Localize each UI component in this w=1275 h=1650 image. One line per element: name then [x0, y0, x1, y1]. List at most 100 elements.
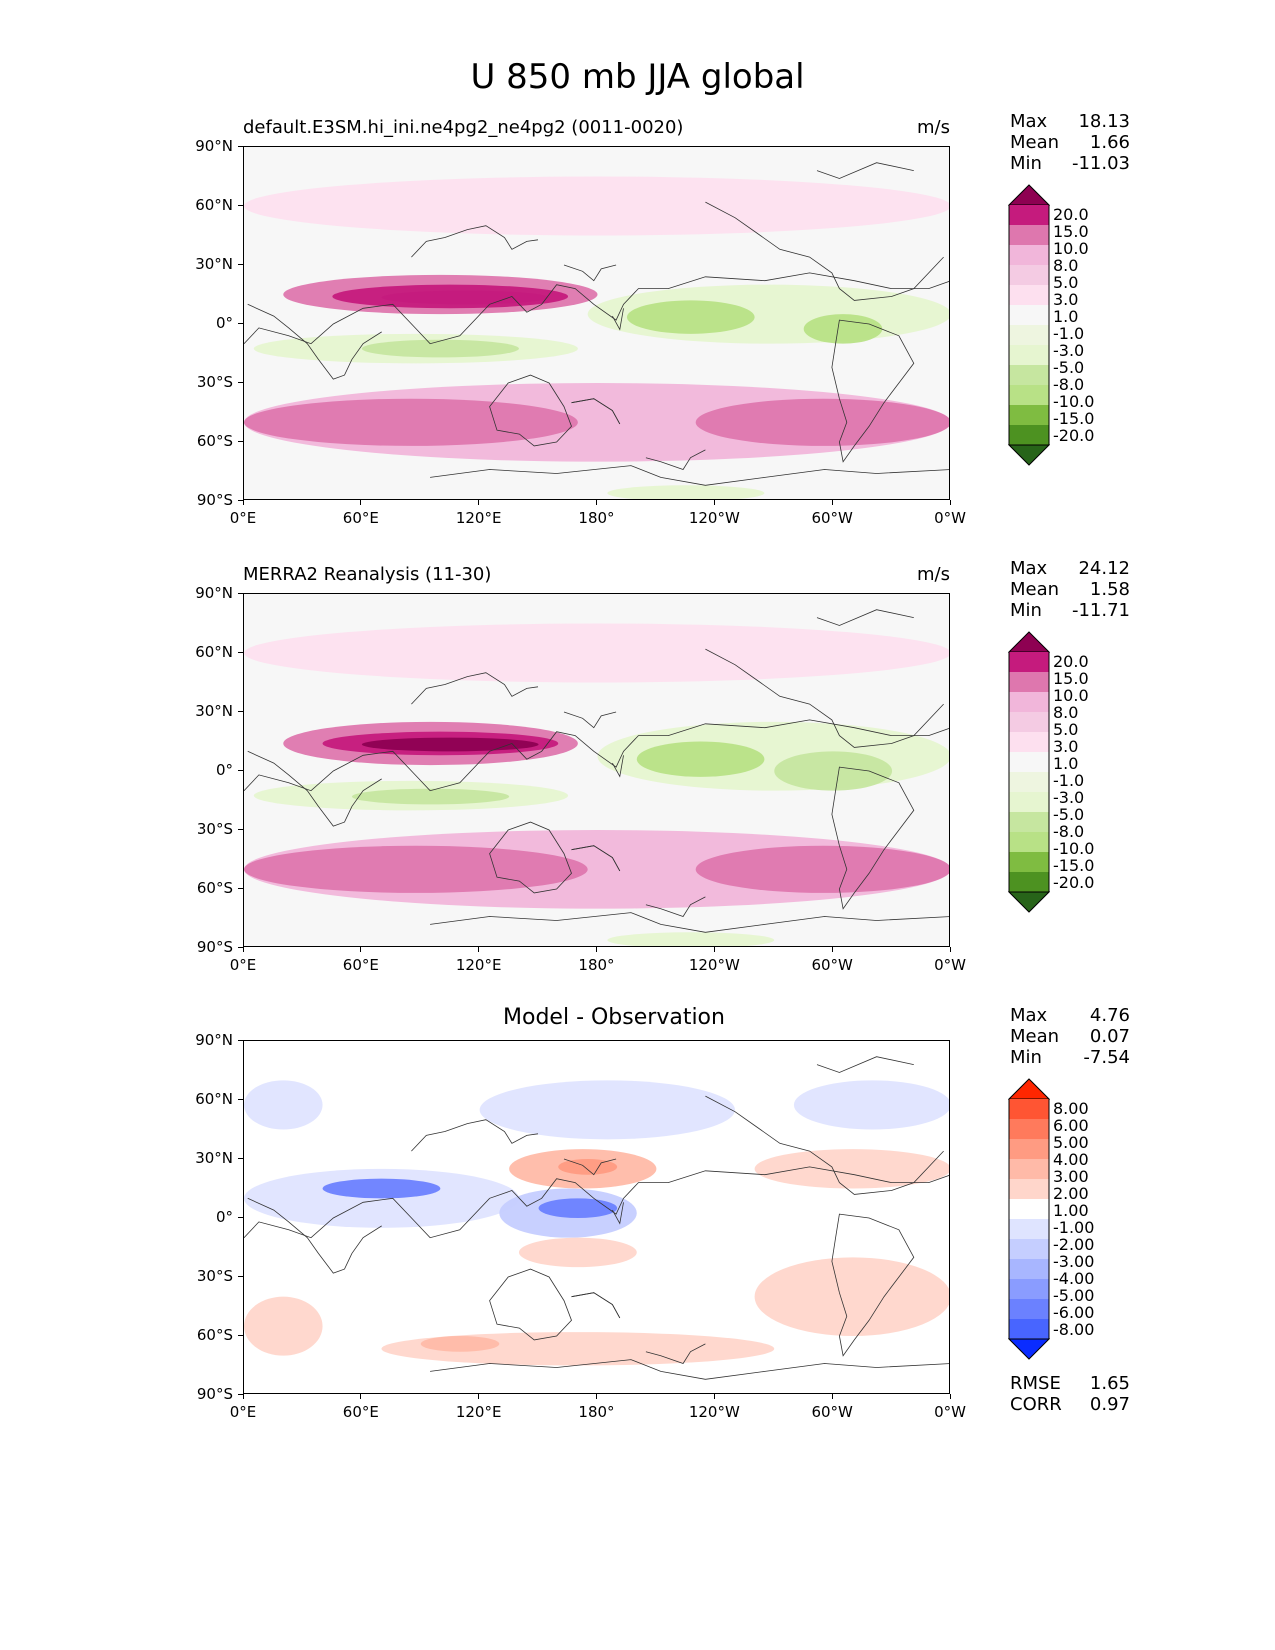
coastline-9 [705, 201, 944, 301]
colorbar-tick-label: -15.0 [1053, 856, 1095, 875]
stat-value-min: -11.71 [1071, 600, 1130, 621]
x-tick-label: 60°E [342, 509, 379, 527]
colorbar-extend-bottom [1008, 1338, 1050, 1360]
coastline-1 [411, 225, 539, 258]
coastline-11 [430, 912, 949, 933]
colorbar-band [1009, 405, 1049, 426]
x-tick-label: 120°E [455, 956, 502, 974]
map-plot [243, 1040, 950, 1394]
colorbar-tick-label: 8.00 [1053, 1099, 1089, 1118]
x-tick-label: 0°E [229, 956, 257, 974]
stat-value-corr: 0.97 [1089, 1394, 1130, 1415]
y-tick-label: 30°N [195, 702, 233, 720]
y-tick-label: 30°N [195, 255, 233, 273]
x-tick-label: 60°W [811, 509, 853, 527]
map-plot [243, 146, 950, 500]
colorbar-band [1009, 1239, 1049, 1260]
coastline-10 [831, 766, 915, 910]
contour-region-2 [381, 290, 549, 305]
colorbar-tick-label: -3.0 [1053, 788, 1085, 807]
colorbar-band [1009, 245, 1049, 266]
colorbar-tick-label: 5.0 [1053, 720, 1079, 739]
y-tick-mark [238, 828, 243, 830]
colorbar-band [1009, 772, 1049, 793]
x-tick-label: 60°E [342, 956, 379, 974]
colorbar-tick-label: 8.0 [1053, 256, 1079, 275]
stat-label-max: Max [1010, 111, 1048, 132]
y-tick-mark [238, 769, 243, 771]
colorbar-band [1009, 692, 1049, 713]
x-tick-label: 0°W [934, 956, 966, 974]
colorbar-tick-label: -20.0 [1053, 426, 1095, 445]
x-tick-mark [242, 500, 244, 505]
y-tick-mark [238, 710, 243, 712]
colorbar-band [1009, 1259, 1049, 1280]
x-tick-mark [242, 947, 244, 952]
colorbar-extend-bottom [1008, 891, 1050, 913]
coastline-0 [244, 272, 949, 345]
units-label: m/s [917, 564, 950, 585]
coastline-2 [563, 1158, 617, 1176]
coastline-8 [571, 398, 621, 425]
y-tick-label: 0° [215, 314, 233, 332]
coastline-5 [247, 750, 382, 827]
colorbar-tick-label: -1.0 [1053, 771, 1085, 790]
stat-value-rmse: 1.65 [1089, 1373, 1130, 1394]
contour-region-11 [244, 623, 949, 683]
coastline-3 [612, 1202, 624, 1225]
colorbar-tick-label: -5.0 [1053, 358, 1085, 377]
y-tick-label: 90°S [196, 938, 233, 956]
y-tick-label: 90°N [195, 137, 233, 155]
x-tick-label: 60°E [342, 1403, 379, 1421]
x-tick-label: 60°W [811, 1403, 853, 1421]
colorbar-tick-label: 4.00 [1053, 1150, 1089, 1169]
colorbar-tick-label: 1.0 [1053, 307, 1079, 326]
colorbar-tick-label: -15.0 [1053, 409, 1095, 428]
contour-region-11 [420, 1336, 500, 1352]
stat-label-min: Min [1010, 153, 1042, 174]
colorbar-extend-top [1008, 184, 1050, 206]
colorbar-band [1009, 812, 1049, 833]
colorbar-band [1009, 752, 1049, 773]
colorbar-band [1009, 1159, 1049, 1180]
contour-region-12 [607, 932, 775, 946]
contour-region-5 [695, 398, 949, 446]
colorbar-band [1009, 325, 1049, 346]
colorbar-tick-label: -5.0 [1053, 805, 1085, 824]
colorbar-tick-label: 20.0 [1053, 205, 1089, 224]
colorbar-band [1009, 852, 1049, 873]
coastline-6 [489, 1268, 572, 1341]
colorbar-tick-label: 1.0 [1053, 754, 1079, 773]
coastline-4 [645, 1343, 706, 1364]
stat-label-mean: Mean [1010, 132, 1060, 153]
contour-region-11 [244, 176, 949, 236]
x-tick-mark [949, 1394, 951, 1399]
colorbar-tick-label: -1.0 [1053, 324, 1085, 343]
y-tick-label: 90°S [196, 491, 233, 509]
x-tick-mark [360, 1394, 362, 1399]
stat-value-mean: 0.07 [1089, 1026, 1130, 1047]
stat-value-max: 18.13 [1078, 111, 1130, 132]
colorbar-band [1009, 792, 1049, 813]
contour-region-0 [244, 1168, 519, 1228]
coastline-11 [430, 465, 949, 486]
y-tick-label: 60°S [196, 1326, 233, 1344]
x-tick-label: 120°W [688, 1403, 740, 1421]
coastlines [244, 609, 949, 933]
stat-value-max: 4.76 [1089, 1005, 1130, 1026]
contour-region-3 [538, 1198, 618, 1218]
coastline-12 [816, 609, 914, 626]
colorbar-band [1009, 1299, 1049, 1320]
contour-region-9 [754, 1257, 949, 1336]
colorbar-band [1009, 1279, 1049, 1300]
y-tick-label: 60°N [195, 1090, 233, 1108]
colorbar-band [1009, 1119, 1049, 1140]
y-tick-mark [238, 145, 243, 147]
contour-region-10 [774, 751, 893, 791]
y-tick-mark [238, 1098, 243, 1100]
colorbar-band [1009, 205, 1049, 226]
colorbar-tick-label: -6.00 [1053, 1303, 1095, 1322]
colorbar-tick-label: -2.00 [1053, 1235, 1095, 1254]
colorbar [1008, 184, 1050, 466]
coastline-1 [411, 672, 539, 705]
